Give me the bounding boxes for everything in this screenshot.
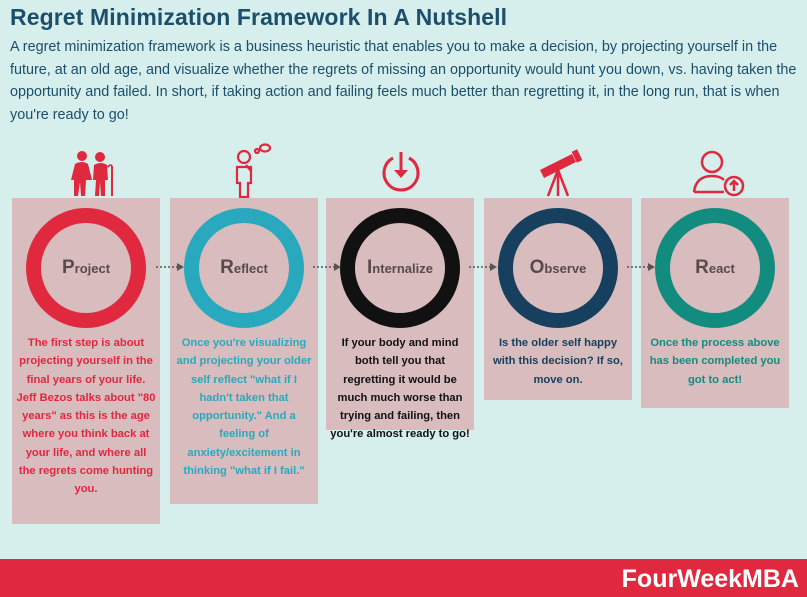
step-text-reflect: Once you're visualizing and projecting y… [176, 337, 312, 478]
step-label-project: Project [61, 257, 111, 278]
arrow-observe-react [627, 263, 655, 271]
step-ring-observe: Observe [498, 208, 618, 328]
elderly-couple-icon [71, 151, 113, 196]
step-label-internalize: Internalize [367, 257, 433, 278]
step-text-observe: Is the older self happy with this decisi… [493, 337, 623, 386]
download-circle-icon [382, 152, 420, 192]
step-ring-react: React [655, 208, 775, 328]
step-card-project: Project The first step is about projecti… [12, 198, 160, 524]
brand-logo: FourWeekMBA [621, 565, 799, 593]
thinking-person-icon [235, 143, 272, 199]
step-label-observe: Observe [529, 257, 587, 278]
arrow-reflect-internalize [313, 263, 341, 271]
step-label-react: React [695, 257, 735, 278]
step-ring-reflect: Reflect [184, 208, 304, 328]
telescope-icon [540, 149, 583, 197]
step-text-project: The first step is about projecting yours… [16, 337, 156, 496]
arrow-internalize-observe [469, 263, 497, 271]
footer-bar: FourWeekMBA [0, 559, 807, 597]
user-upload-icon [692, 150, 745, 197]
intro-paragraph: A regret minimization framework is a bus… [10, 39, 797, 123]
step-text-react: Once the process above has been complete… [649, 337, 781, 386]
step-card-react: React Once the process above has been co… [641, 198, 789, 408]
step-text-internalize: If your body and mind both tell you that… [330, 337, 470, 441]
step-ring-project: Project [26, 208, 146, 328]
page-title: Regret Minimization Framework In A Nutsh… [10, 4, 508, 30]
step-card-internalize: Internalize If your body and mind both t… [326, 198, 474, 440]
step-ring-internalize: Internalize [340, 208, 460, 328]
arrow-project-reflect [156, 263, 184, 271]
step-card-reflect: Reflect Once you're visualizing and proj… [170, 198, 318, 504]
step-label-reflect: Reflect [220, 257, 268, 278]
step-card-observe: Observe Is the older self happy with thi… [484, 198, 632, 400]
